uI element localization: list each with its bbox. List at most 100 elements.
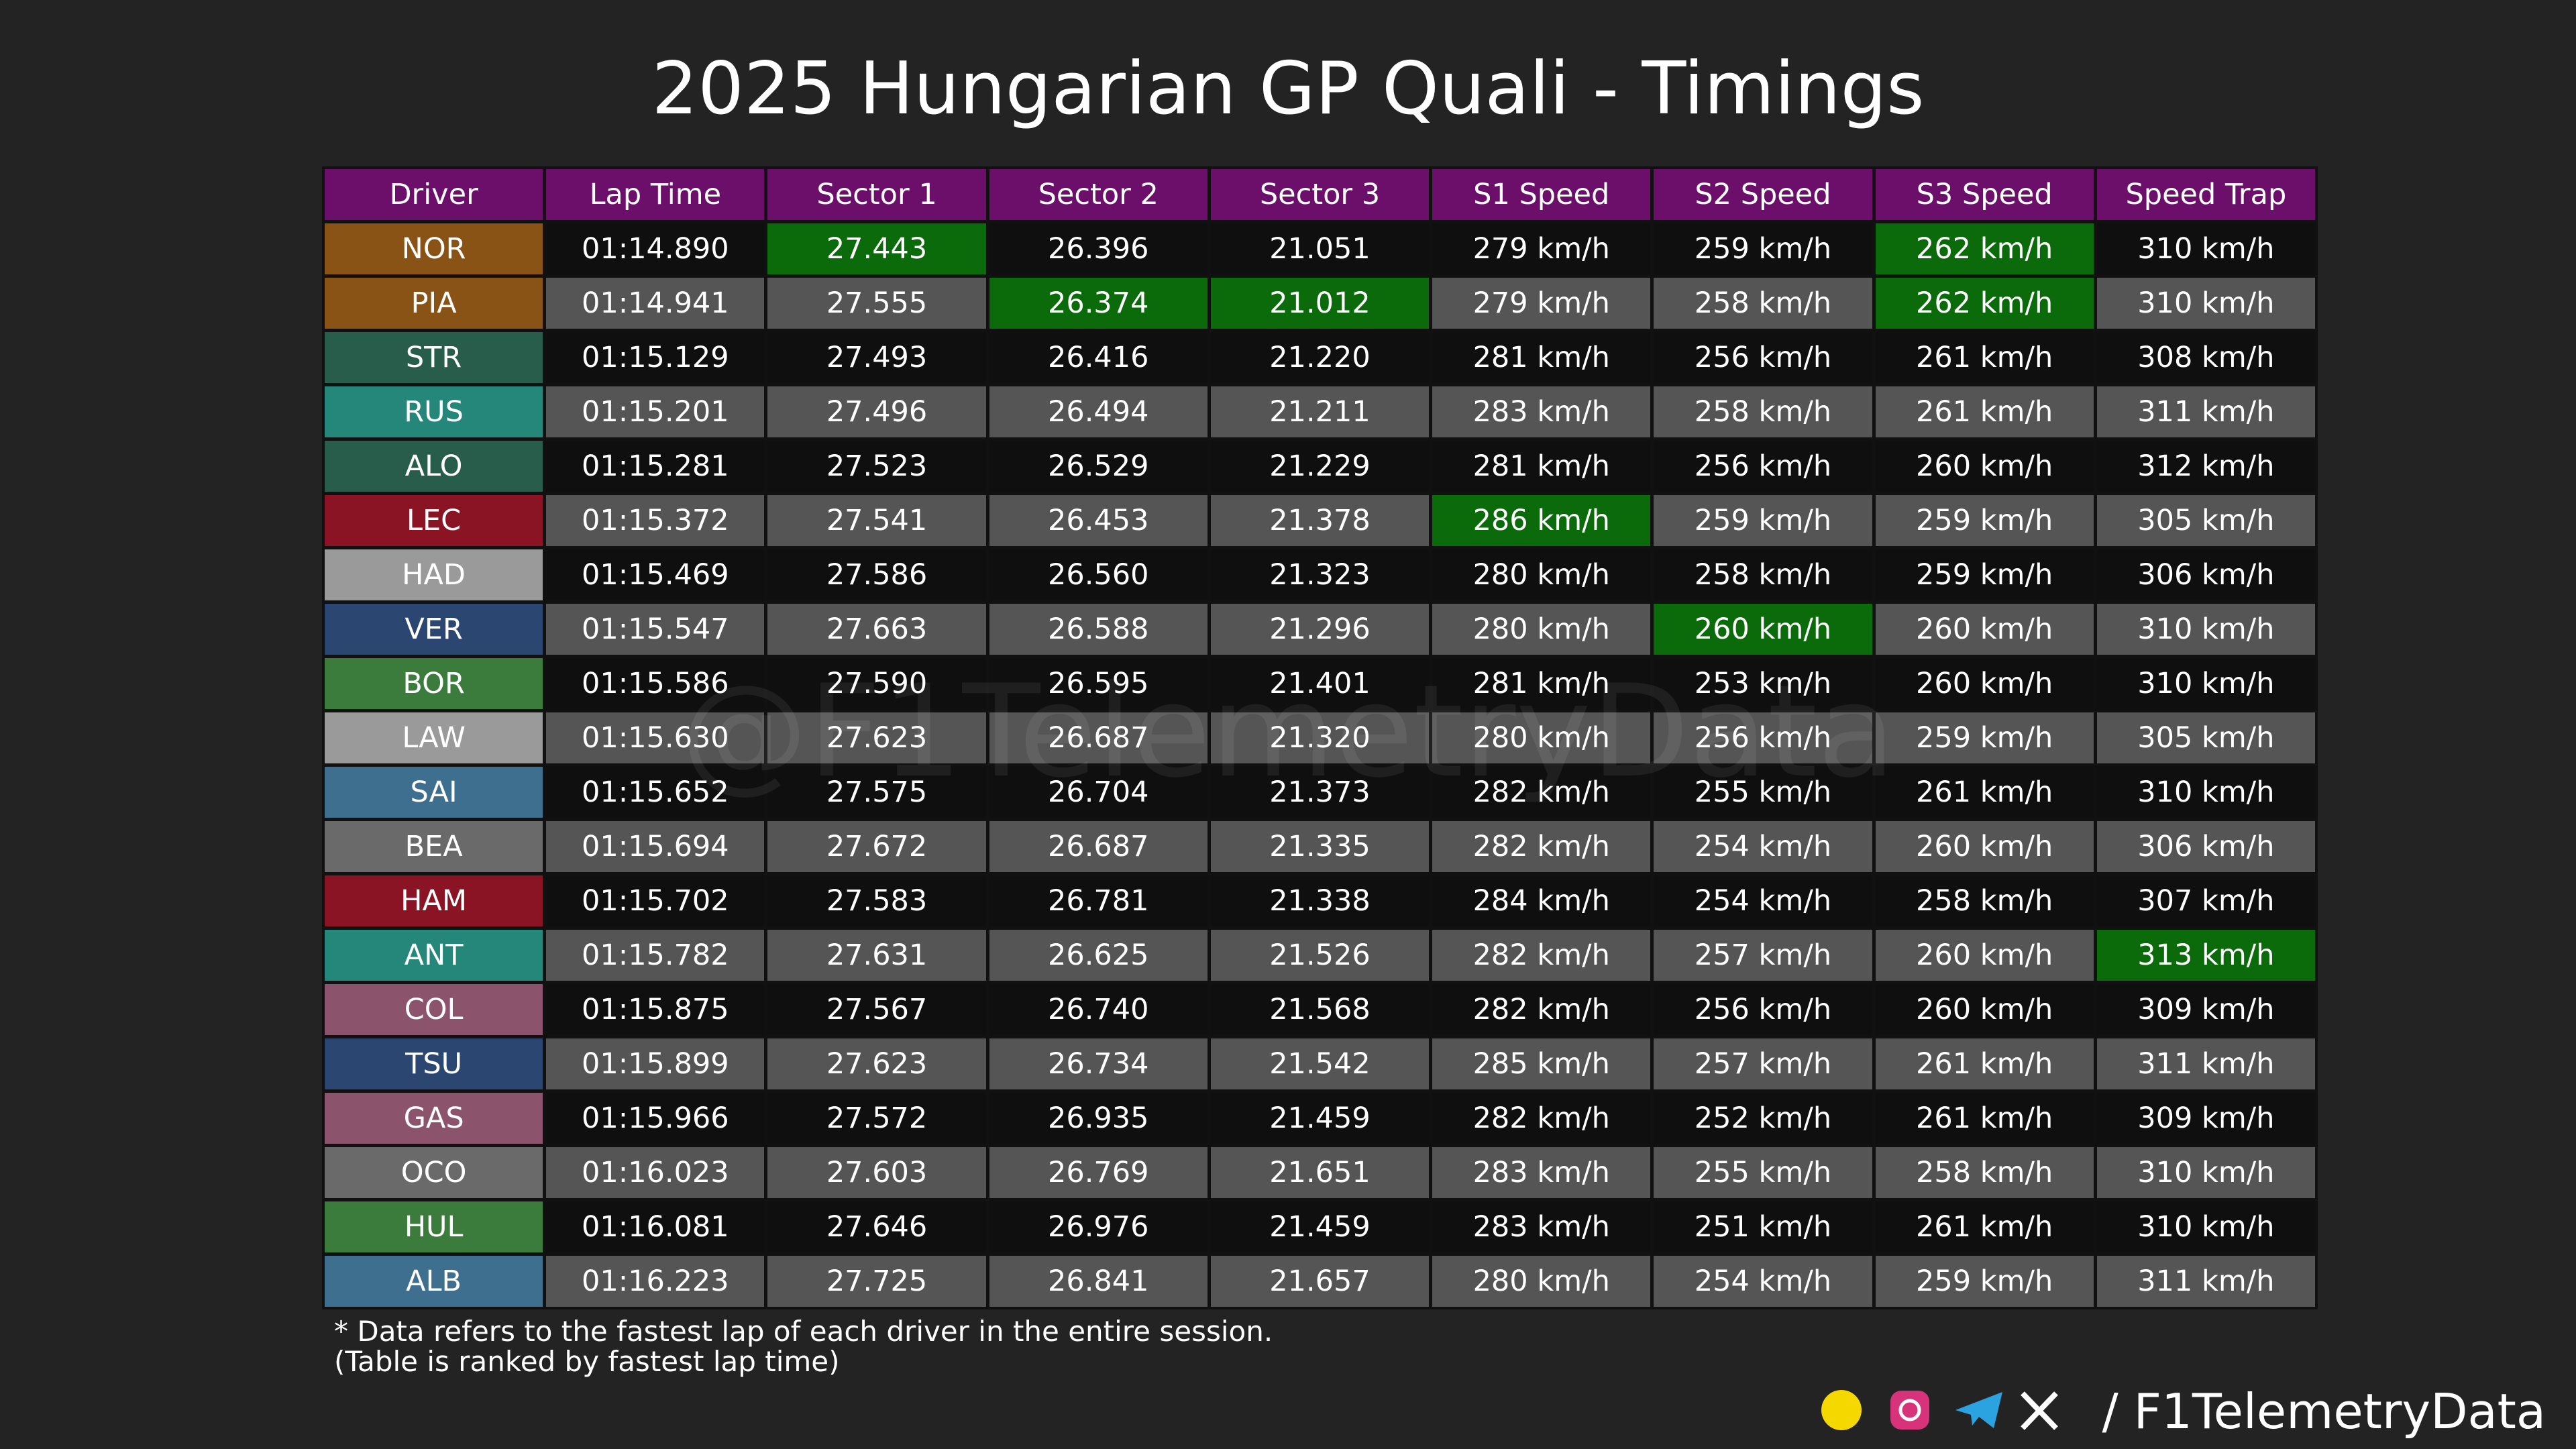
timing-cell: 21.220: [1210, 332, 1430, 383]
timing-cell: 286 km/h: [1432, 495, 1651, 546]
timing-cell: 27.572: [767, 1093, 986, 1144]
timing-cell: 254 km/h: [1654, 1256, 1872, 1307]
timing-cell: 21.657: [1210, 1256, 1430, 1307]
driver-cell: BEA: [325, 821, 543, 872]
timing-cell: 27.523: [767, 441, 986, 492]
brand: / F1TelemetryData: [2102, 1383, 2546, 1440]
timing-cell: 279 km/h: [1432, 278, 1651, 329]
driver-cell: LAW: [325, 712, 543, 763]
timing-cell: 26.396: [989, 223, 1208, 274]
timing-cell: 254 km/h: [1654, 821, 1872, 872]
driver-cell: ANT: [325, 930, 543, 981]
timing-cell: 281 km/h: [1432, 441, 1651, 492]
driver-cell: STR: [325, 332, 543, 383]
timing-cell: 262 km/h: [1875, 223, 2094, 274]
header-cell: Sector 1: [767, 169, 986, 220]
header-cell: Speed Trap: [2096, 169, 2315, 220]
timing-cell: 306 km/h: [2096, 821, 2315, 872]
title: 2025 Hungarian GP Quali - Timings: [651, 47, 1925, 131]
timing-cell: 282 km/h: [1432, 930, 1651, 981]
timing-cell: 311 km/h: [2096, 386, 2315, 437]
timing-cell: 21.323: [1210, 549, 1430, 600]
footnote: * Data refers to the fastest lap of each…: [334, 1315, 1273, 1348]
timing-cell: 259 km/h: [1875, 549, 2094, 600]
timing-cell: 280 km/h: [1432, 1256, 1651, 1307]
timing-cell: 260 km/h: [1875, 984, 2094, 1035]
timing-cell: 310 km/h: [2096, 1201, 2315, 1252]
timing-cell: 26.625: [989, 930, 1208, 981]
timing-cell: 21.401: [1210, 658, 1430, 709]
timing-cell: 01:15.469: [546, 549, 765, 600]
timing-cell: 26.529: [989, 441, 1208, 492]
timing-cell: 01:15.899: [546, 1038, 765, 1089]
timing-cell: 259 km/h: [1875, 495, 2094, 546]
timing-cell: 01:15.547: [546, 604, 765, 655]
timing-cell: 305 km/h: [2096, 712, 2315, 763]
footnote: (Table is ranked by fastest lap time): [334, 1345, 840, 1378]
timing-cell: 26.769: [989, 1147, 1208, 1198]
header-cell: S1 Speed: [1432, 169, 1651, 220]
timing-cell: 26.704: [989, 767, 1208, 818]
timing-cell: 01:15.201: [546, 386, 765, 437]
timing-cell: 21.012: [1210, 278, 1430, 329]
timing-cell: 27.646: [767, 1201, 986, 1252]
timing-cell: 309 km/h: [2096, 984, 2315, 1035]
timing-cell: 27.496: [767, 386, 986, 437]
timing-cell: 26.734: [989, 1038, 1208, 1089]
timing-cell: 258 km/h: [1654, 386, 1872, 437]
timing-cell: 310 km/h: [2096, 1147, 2315, 1198]
timing-cell: 21.459: [1210, 1201, 1430, 1252]
timing-cell: 01:14.890: [546, 223, 765, 274]
timing-cell: 306 km/h: [2096, 549, 2315, 600]
timing-cell: 01:14.941: [546, 278, 765, 329]
timing-cell: 21.320: [1210, 712, 1430, 763]
timing-cell: 26.976: [989, 1201, 1208, 1252]
icon: [1890, 1391, 1929, 1430]
timing-cell: 309 km/h: [2096, 1093, 2315, 1144]
timing-cell: 26.740: [989, 984, 1208, 1035]
timing-cell: 27.583: [767, 875, 986, 926]
driver-cell: LEC: [325, 495, 543, 546]
header-cell: S2 Speed: [1654, 169, 1872, 220]
timing-cell: 26.595: [989, 658, 1208, 709]
timing-cell: 27.590: [767, 658, 986, 709]
timing-cell: 256 km/h: [1654, 332, 1872, 383]
timing-cell: 27.631: [767, 930, 986, 981]
timing-cell: 26.453: [989, 495, 1208, 546]
driver-cell: HAD: [325, 549, 543, 600]
timing-cell: 257 km/h: [1654, 1038, 1872, 1089]
timing-cell: 21.335: [1210, 821, 1430, 872]
timing-cell: 261 km/h: [1875, 332, 2094, 383]
timing-cell: 27.725: [767, 1256, 986, 1307]
timing-cell: 01:15.129: [546, 332, 765, 383]
header-cell: Driver: [325, 169, 543, 220]
timing-cell: 310 km/h: [2096, 658, 2315, 709]
timing-cell: 21.378: [1210, 495, 1430, 546]
timing-cell: 310 km/h: [2096, 604, 2315, 655]
timing-cell: 01:15.586: [546, 658, 765, 709]
icon: [1898, 1399, 1921, 1421]
timing-cell: 27.672: [767, 821, 986, 872]
driver-cell: NOR: [325, 223, 543, 274]
timing-cell: 27.541: [767, 495, 986, 546]
timing-cell: 27.443: [767, 223, 986, 274]
timing-cell: 27.555: [767, 278, 986, 329]
driver-cell: SAI: [325, 767, 543, 818]
timing-cell: 27.493: [767, 332, 986, 383]
driver-cell: TSU: [325, 1038, 543, 1089]
timing-cell: 21.296: [1210, 604, 1430, 655]
driver-cell: COL: [325, 984, 543, 1035]
driver-cell: PIA: [325, 278, 543, 329]
timing-cell: 305 km/h: [2096, 495, 2315, 546]
timing-cell: 01:16.081: [546, 1201, 765, 1252]
timing-cell: 27.623: [767, 712, 986, 763]
timing-cell: 26.374: [989, 278, 1208, 329]
driver-cell: GAS: [325, 1093, 543, 1144]
timing-cell: 283 km/h: [1432, 1201, 1651, 1252]
timing-cell: 280 km/h: [1432, 712, 1651, 763]
header-cell: Lap Time: [546, 169, 765, 220]
timing-cell: 01:15.652: [546, 767, 765, 818]
timing-cell: 261 km/h: [1875, 1201, 2094, 1252]
timing-cell: 26.687: [989, 821, 1208, 872]
timing-cell: 260 km/h: [1875, 821, 2094, 872]
